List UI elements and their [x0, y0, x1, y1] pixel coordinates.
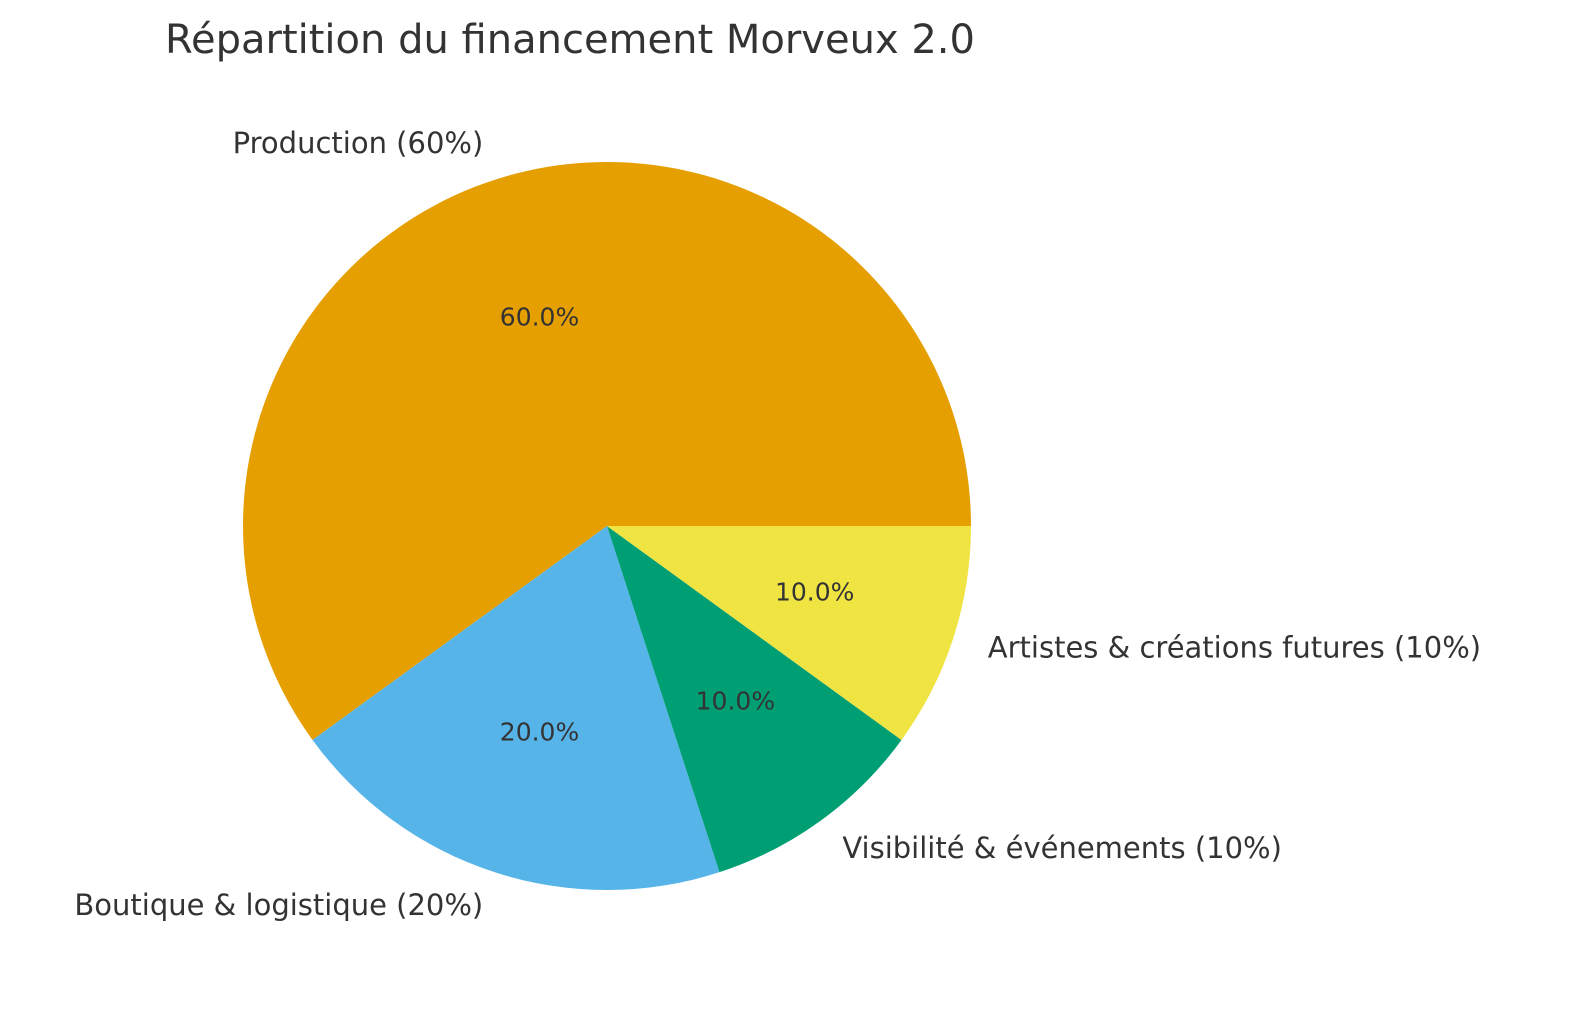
pie-slice: [607, 526, 971, 740]
slice-label: Production (60%): [233, 126, 484, 160]
pie-slice: [607, 526, 902, 873]
value-label: 10.0%: [775, 577, 854, 606]
value-label: 20.0%: [500, 718, 579, 747]
slice-label: Artistes & créations futures (10%): [988, 631, 1481, 665]
value-label: 60.0%: [500, 302, 579, 331]
pie-slice: [312, 526, 720, 890]
slice-label: Boutique & logistique (20%): [74, 888, 483, 922]
slice-label: Visibilité & événements (10%): [842, 831, 1282, 865]
value-label: 10.0%: [696, 687, 775, 716]
chart-title: Répartition du financement Morveux 2.0: [165, 17, 975, 63]
pie-slice: [242, 162, 971, 740]
